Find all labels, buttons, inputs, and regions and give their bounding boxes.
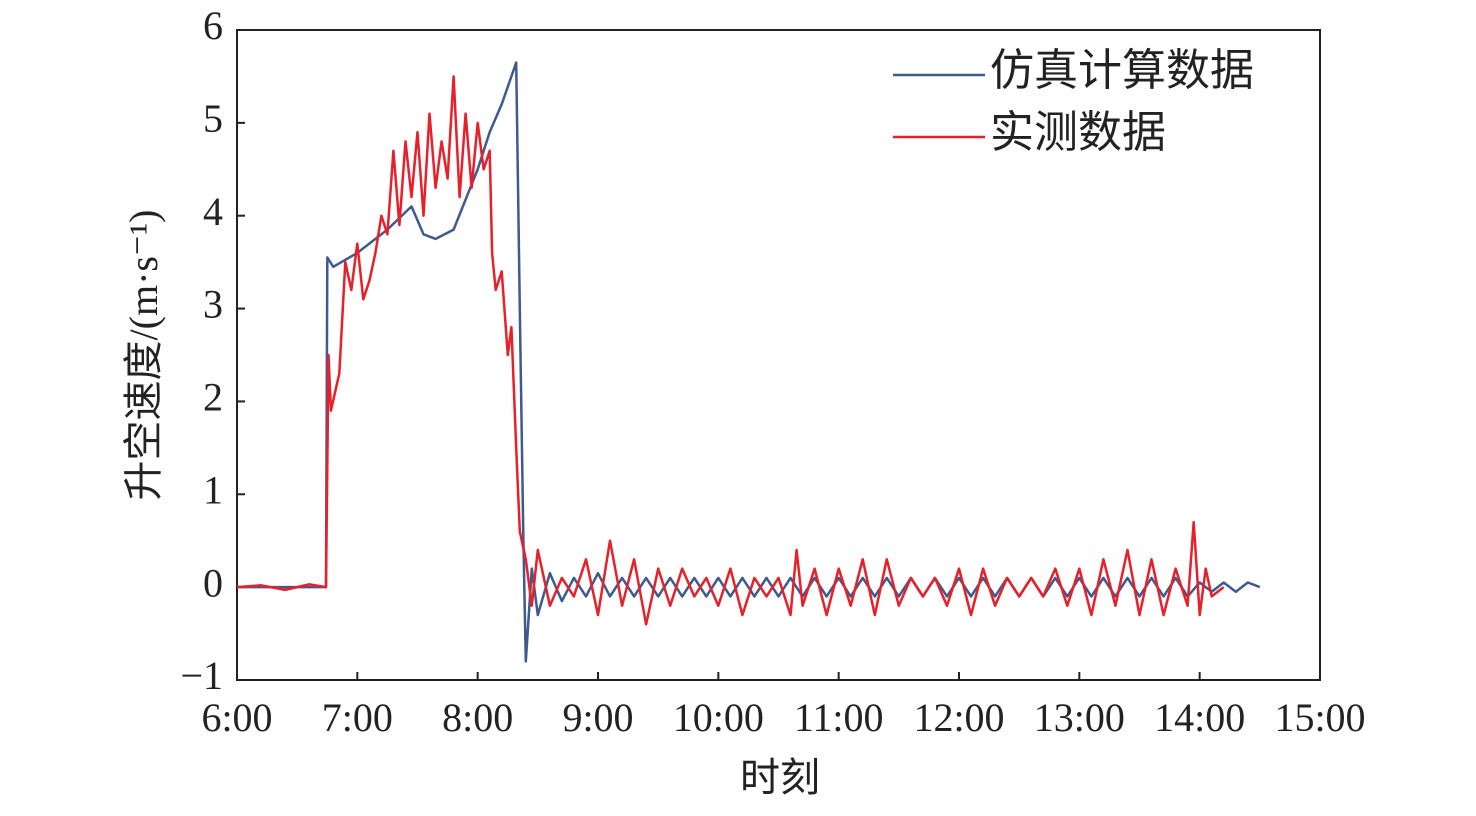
series-line (237, 61, 1261, 663)
plot-frame (236, 29, 1321, 681)
x-axis-label: 时刻 (740, 755, 820, 800)
x-tick-label: 10:00 (673, 695, 764, 740)
x-tick-label: 8:00 (442, 695, 513, 740)
y-tick-label: 5 (203, 96, 223, 141)
x-tick-label: 7:00 (322, 695, 393, 740)
y-axis-label: 升空速度/(m·s⁻¹) (121, 210, 166, 501)
x-tick-label: 9:00 (562, 695, 633, 740)
series-line (236, 75, 1225, 626)
y-tick-label: 4 (203, 189, 223, 234)
y-tick-label: 6 (203, 3, 223, 48)
y-tick-label: 3 (203, 282, 223, 327)
x-tick-label: 14:00 (1154, 695, 1245, 740)
y-tick-label: −1 (180, 653, 223, 698)
x-tick-label: 15:00 (1274, 695, 1365, 740)
x-tick-label: 6:00 (201, 695, 272, 740)
y-tick-label: 0 (203, 560, 223, 605)
legend-label: 仿真计算数据 (990, 46, 1254, 95)
x-tick-label: 13:00 (1034, 695, 1125, 740)
x-tick-label: 12:00 (913, 695, 1004, 740)
x-tick-label: 11:00 (794, 695, 884, 740)
legend-label: 实测数据 (990, 108, 1166, 157)
y-tick-label: 2 (203, 375, 223, 420)
y-tick-label: 1 (203, 467, 223, 512)
